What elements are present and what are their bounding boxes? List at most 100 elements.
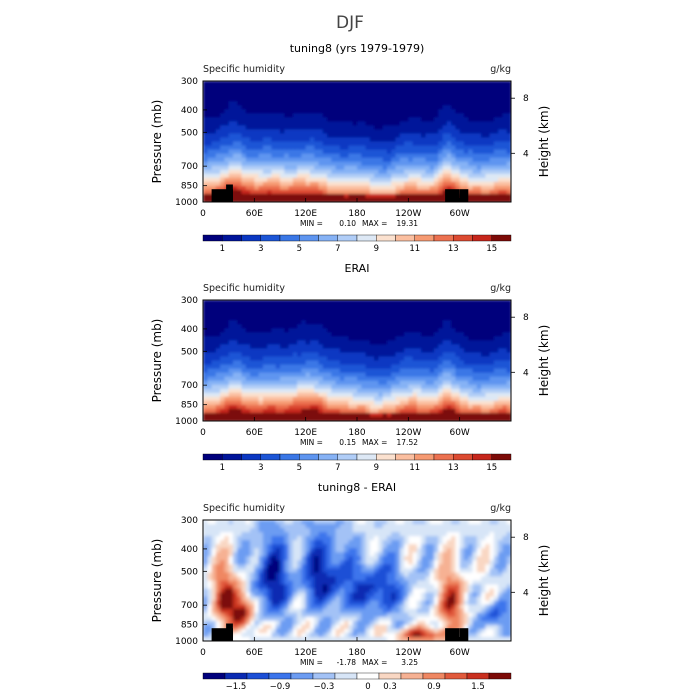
field-cell <box>335 312 341 317</box>
field-cell <box>451 153 456 159</box>
field-cell <box>284 197 290 202</box>
field-cell <box>404 320 409 325</box>
field-cell <box>468 121 474 126</box>
field-cell <box>416 197 422 202</box>
field-cell <box>301 304 307 309</box>
field-cell <box>254 396 260 402</box>
field-cell <box>314 524 320 529</box>
field-cell <box>297 540 302 545</box>
field-cell <box>378 408 384 414</box>
field-cell <box>280 177 285 183</box>
field-cell <box>305 97 311 102</box>
field-cell <box>301 145 307 151</box>
field-cell <box>463 540 469 545</box>
field-cell <box>224 520 230 525</box>
field-cell <box>378 376 384 382</box>
field-cell <box>309 97 315 102</box>
field-cell <box>399 181 405 187</box>
field-cell <box>305 153 311 159</box>
field-cell <box>442 141 448 147</box>
field-cell <box>493 165 499 171</box>
field-cell <box>378 173 384 179</box>
field-cell <box>203 125 208 130</box>
field-cell <box>305 520 311 525</box>
field-cell <box>232 340 238 345</box>
field-cell <box>262 416 268 421</box>
field-cell <box>502 312 508 317</box>
field-cell <box>267 193 273 199</box>
field-cell <box>455 396 461 402</box>
field-cell <box>258 165 264 171</box>
field-cell <box>502 360 508 366</box>
field-cell <box>348 133 354 139</box>
field-cell <box>224 540 230 545</box>
field-cell <box>408 169 414 175</box>
field-cell <box>361 364 367 370</box>
field-cell <box>318 169 324 175</box>
field-cell <box>322 101 328 106</box>
field-cell <box>348 165 354 171</box>
field-cell <box>348 312 354 317</box>
field-cell <box>297 528 302 533</box>
field-cell <box>446 304 452 309</box>
field-cell <box>386 364 392 370</box>
field-cell <box>463 173 469 179</box>
field-cell <box>344 193 350 199</box>
field-cell <box>322 372 328 378</box>
field-cell <box>301 416 307 421</box>
field-cell <box>245 85 251 90</box>
field-cell <box>369 105 375 110</box>
field-cell <box>288 388 294 394</box>
field-cell <box>442 412 448 418</box>
field-cell <box>314 332 320 337</box>
field-cell <box>305 109 311 114</box>
field-cell <box>421 520 427 525</box>
field-cell <box>314 308 320 313</box>
field-cell <box>472 352 478 358</box>
field-cell <box>412 161 418 167</box>
field-cell <box>309 404 315 410</box>
field-cell <box>502 528 508 533</box>
field-cell <box>335 352 341 358</box>
field-cell <box>361 109 367 114</box>
field-cell <box>305 173 311 179</box>
field-cell <box>220 101 225 106</box>
field-cell <box>434 324 439 329</box>
field-cell <box>476 193 482 199</box>
field-cell <box>288 137 294 143</box>
field-cell <box>446 364 452 370</box>
field-cell <box>357 312 362 317</box>
field-cell <box>322 169 328 175</box>
field-cell <box>429 416 435 421</box>
field-cell <box>237 364 243 370</box>
field-cell <box>476 133 482 139</box>
field-cell <box>421 105 427 110</box>
field-cell <box>374 536 379 541</box>
field-cell <box>241 101 247 106</box>
field-cell <box>301 356 307 362</box>
field-cell <box>322 300 328 305</box>
field-cell <box>502 169 508 175</box>
field-cell <box>207 328 213 333</box>
field-cell <box>228 392 234 398</box>
field-cell <box>344 97 350 102</box>
field-cell <box>408 400 414 406</box>
field-cell <box>203 197 208 202</box>
field-cell <box>309 197 315 202</box>
field-cell <box>429 368 435 374</box>
field-cell <box>391 312 397 317</box>
field-cell <box>506 348 511 354</box>
field-cell <box>305 125 311 130</box>
field-cell <box>232 97 238 102</box>
field-cell <box>207 400 213 406</box>
field-cell <box>438 113 444 118</box>
field-cell <box>284 193 290 199</box>
field-cell <box>211 304 217 309</box>
field-cell <box>404 185 409 191</box>
field-cell <box>485 153 491 159</box>
field-cell <box>391 181 397 187</box>
field-cell <box>476 380 482 386</box>
field-cell <box>476 400 482 406</box>
field-cell <box>365 149 371 155</box>
field-cell <box>365 344 371 349</box>
